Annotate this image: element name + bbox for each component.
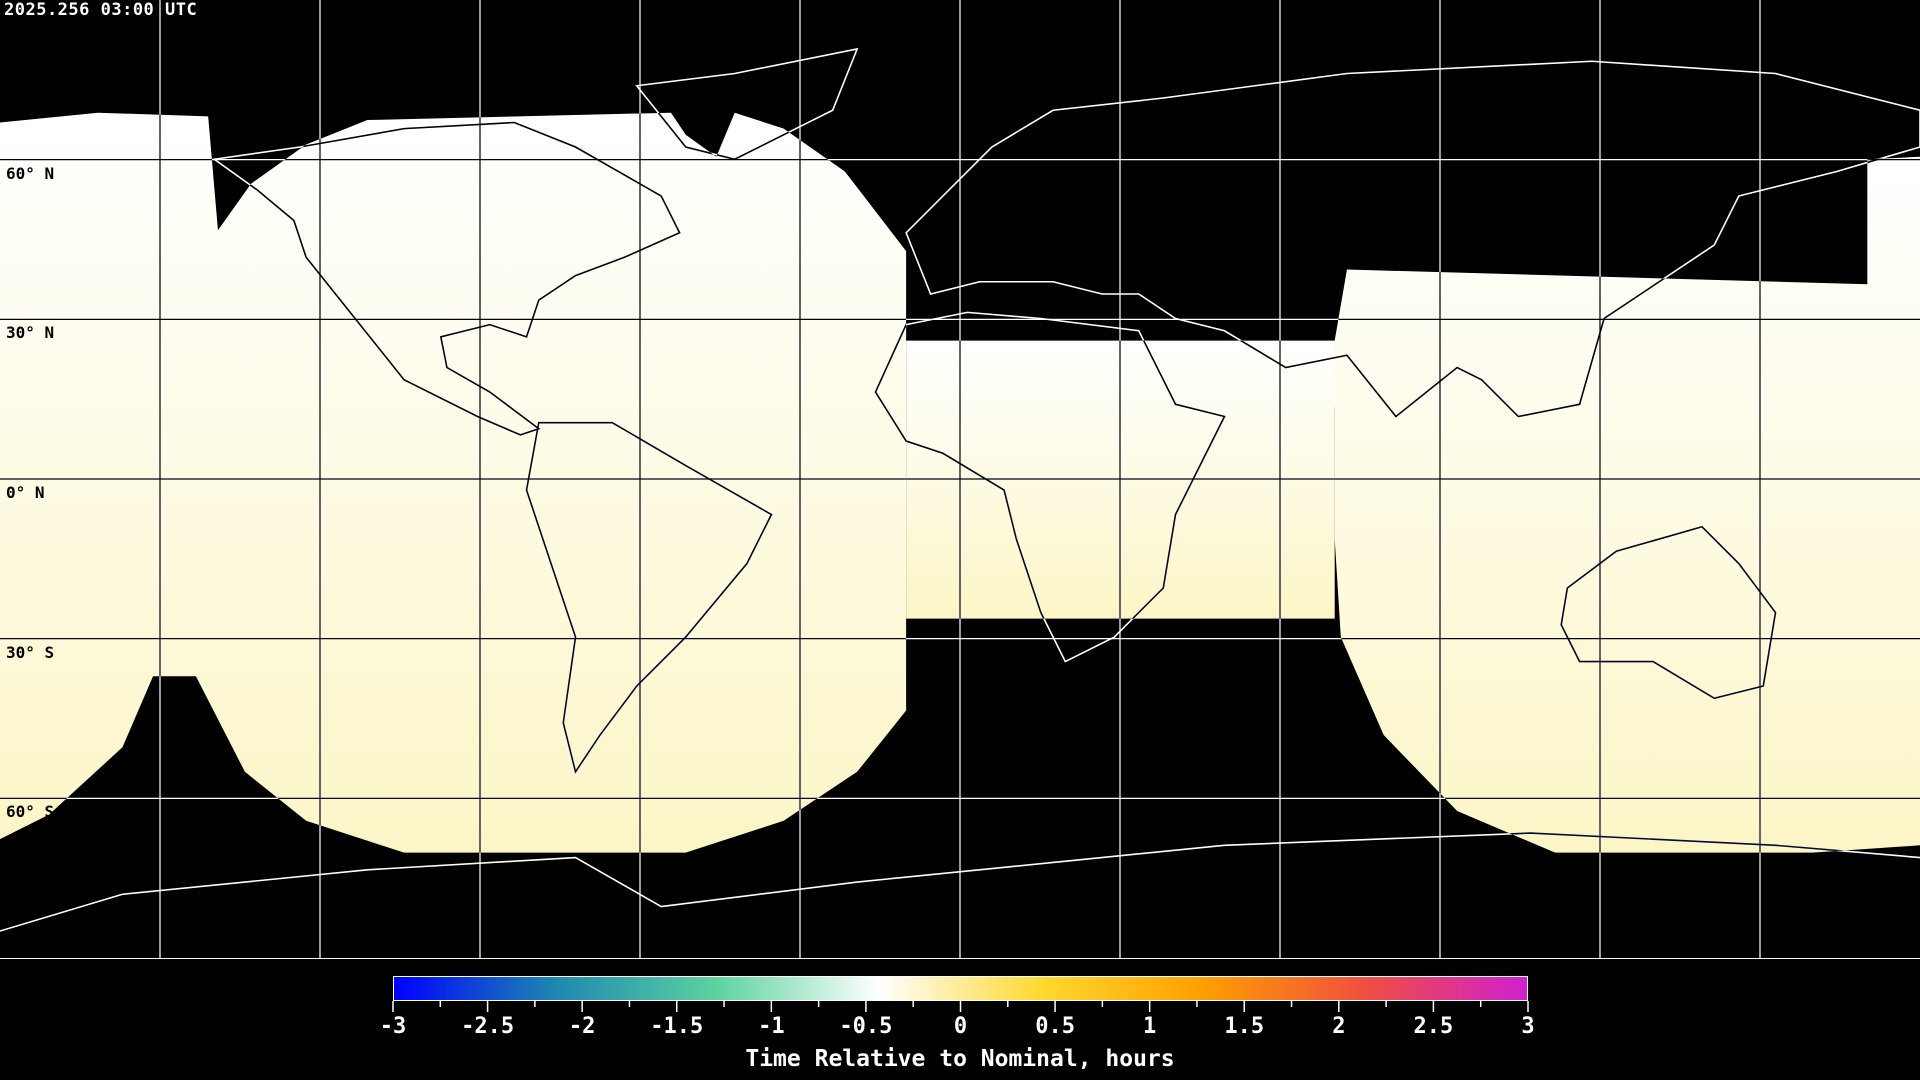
colorbar-tick-label: -3: [379, 1014, 407, 1039]
colorbar: [393, 976, 1528, 1001]
colorbar-tick-label: 0: [953, 1014, 968, 1039]
latitude-label: 60° S: [6, 802, 55, 822]
colorbar-tick-label: 0.5: [1035, 1014, 1075, 1039]
coastline-north-america: [212, 121, 681, 436]
colorbar-tick-label: -0.5: [839, 1014, 893, 1039]
coastline-africa: [874, 311, 1226, 663]
coastline-australia: [1560, 525, 1777, 700]
coastline-antarctica: [0, 832, 1920, 932]
coastline-eurasia: [905, 60, 1920, 418]
coastlines-and-grid: [0, 0, 1920, 958]
colorbar-tick-label: 2: [1332, 1014, 1346, 1039]
latitude-label: 30° N: [6, 323, 55, 343]
coverage-regions: [0, 112, 1920, 853]
coastline-greenland: [635, 47, 859, 161]
colorbar-tick-label: -2: [568, 1014, 596, 1039]
colorbar-tick-label: 1: [1143, 1014, 1157, 1039]
colorbar-tick-label: -2.5: [461, 1014, 515, 1039]
colorbar-tick-label: 1.5: [1224, 1014, 1265, 1039]
colorbar-title: Time Relative to Nominal, hours: [745, 1046, 1175, 1072]
colorbar-tick-label: 2.5: [1413, 1014, 1454, 1039]
colorbar-tick-label: 3: [1521, 1014, 1535, 1039]
coverage-west: [0, 112, 907, 853]
latitude-label: 30° S: [6, 642, 55, 662]
colorbar-tick-label: -1: [758, 1014, 785, 1039]
colorbar-tick-label: -1.5: [650, 1014, 704, 1039]
latitude-label: 0° N: [6, 483, 45, 502]
graticule: [0, 0, 1920, 958]
coverage-east: [1334, 156, 1920, 853]
timestamp-title: 2025.256 03:00 UTC: [4, 0, 198, 20]
world-map: [0, 0, 1920, 959]
coastline-south-america: [525, 421, 773, 774]
latitude-label: 60° N: [6, 163, 55, 183]
